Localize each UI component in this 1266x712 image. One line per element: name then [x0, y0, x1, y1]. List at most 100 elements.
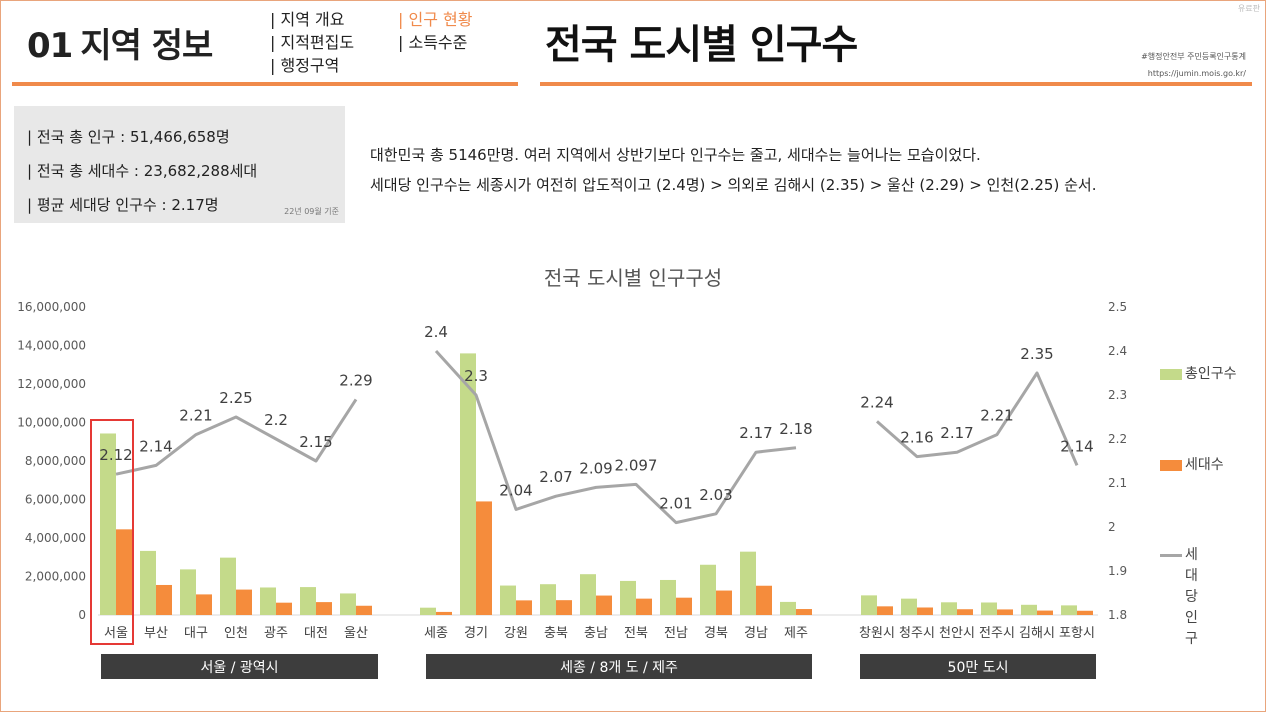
- x-category-label: 김해시: [1019, 626, 1055, 641]
- source-url[interactable]: https://jumin.mois.go.kr/: [1147, 69, 1246, 78]
- summary-line-2: 세대당 인구수는 세종시가 여전히 압도적이고 (2.4명) > 의외로 김해시…: [370, 176, 1097, 194]
- per-household-data-label: 2.18: [779, 420, 812, 438]
- group-label-provinces: 세종 / 8개 도 / 제주: [426, 654, 812, 679]
- households-bar: [917, 607, 933, 615]
- x-category-label: 울산: [344, 626, 368, 641]
- y-right-tick-label: 2.2: [1108, 432, 1127, 446]
- households-bar: [236, 589, 252, 615]
- x-category-label: 천안시: [939, 626, 975, 641]
- nav-item-population[interactable]: | 인구 현황: [398, 10, 473, 29]
- population-bar: [901, 598, 917, 615]
- households-bar: [596, 595, 612, 615]
- per-household-line: [115, 398, 358, 476]
- seoul-highlight-box: [90, 419, 134, 645]
- households-bar: [556, 600, 572, 615]
- y-left-tick-label: 0: [78, 608, 86, 622]
- households-bar: [356, 605, 372, 615]
- per-household-data-label: 2.14: [1060, 437, 1093, 455]
- y-left-tick-label: 8,000,000: [25, 454, 86, 468]
- per-household-data-label: 2.17: [739, 424, 772, 442]
- nav-item-overview[interactable]: | 지역 개요: [270, 10, 345, 29]
- per-household-data-label: 2.07: [539, 468, 572, 486]
- y-left-tick-label: 12,000,000: [17, 377, 86, 391]
- per-household-line: [876, 371, 1079, 466]
- stats-box: | 전국 총 인구 : 51,466,658명 | 전국 총 세대수 : 23,…: [14, 106, 345, 223]
- households-bar: [796, 609, 812, 615]
- x-category-label: 경북: [704, 626, 728, 641]
- x-category-label: 포항시: [1059, 626, 1095, 641]
- population-bar: [540, 584, 556, 615]
- summary-text: 대한민국 총 5146만명. 여러 지역에서 상반기보다 인구수는 줄고, 세대…: [370, 140, 1096, 200]
- x-category-label: 대전: [304, 626, 328, 641]
- y-left-tick-label: 14,000,000: [17, 339, 86, 353]
- nav-item-income[interactable]: | 소득수준: [398, 33, 468, 52]
- population-bar: [1021, 604, 1037, 615]
- y-left-tick-label: 4,000,000: [25, 531, 86, 545]
- x-category-label: 광주: [264, 626, 288, 641]
- legend-population-label: 총인구수: [1185, 366, 1237, 382]
- watermark: 유료판: [1237, 4, 1260, 13]
- per-household-data-label: 2.24: [860, 393, 893, 411]
- y-left-tick-label: 2,000,000: [25, 570, 86, 584]
- per-household-data-label: 2.2: [264, 411, 288, 429]
- section-number: 01: [27, 26, 73, 66]
- legend-per-household-swatch: [1160, 554, 1182, 557]
- population-bar: [780, 601, 796, 615]
- x-category-label: 대구: [184, 626, 208, 641]
- population-bar: [620, 580, 636, 615]
- per-household-data-label: 2.01: [659, 495, 692, 513]
- population-bar: [740, 551, 756, 615]
- legend-households-swatch: [1160, 460, 1182, 471]
- households-bar: [436, 611, 452, 615]
- summary-line-1: 대한민국 총 5146만명. 여러 지역에서 상반기보다 인구수는 줄고, 세대…: [370, 146, 981, 164]
- population-bar: [941, 602, 957, 615]
- population-bar: [660, 579, 676, 615]
- households-bar: [116, 529, 132, 615]
- per-household-line: [434, 349, 797, 525]
- source-label: #행정안전부 주민등록인구통계: [1141, 52, 1246, 61]
- households-bar: [957, 609, 973, 615]
- x-category-label: 경기: [464, 626, 488, 641]
- x-category-label: 인천: [224, 626, 248, 641]
- y-right-tick-label: 1.9: [1108, 564, 1127, 578]
- per-household-data-label: 2.21: [179, 407, 212, 425]
- y-right-tick-label: 2.4: [1108, 344, 1127, 358]
- population-bar: [981, 602, 997, 615]
- group-label-500k-cities: 50만 도시: [860, 654, 1096, 679]
- y-right-tick-label: 2.3: [1108, 388, 1127, 402]
- legend-households-label: 세대수: [1185, 457, 1224, 473]
- x-category-label: 충북: [544, 626, 568, 641]
- section-title: 01 지역 정보: [27, 18, 213, 67]
- y-right-tick-label: 2.1: [1108, 476, 1127, 490]
- y-left-tick-label: 16,000,000: [17, 300, 86, 314]
- per-household-data-label: 2.21: [980, 407, 1013, 425]
- x-category-label: 청주시: [899, 626, 935, 641]
- population-bar: [180, 569, 196, 615]
- stat-avg-per-household: | 평균 세대당 인구수 : 2.17명: [27, 196, 219, 214]
- main-title: 전국 도시별 인구수: [545, 22, 858, 68]
- households-bar: [877, 606, 893, 615]
- households-bar: [316, 602, 332, 615]
- y-left-tick-label: 6,000,000: [25, 493, 86, 507]
- population-bar: [100, 433, 116, 615]
- stat-total-population: | 전국 총 인구 : 51,466,658명: [27, 128, 230, 146]
- per-household-data-label: 2.12: [99, 446, 132, 464]
- x-category-label: 부산: [144, 626, 168, 641]
- population-bar: [500, 585, 516, 615]
- header-rule-right: [540, 82, 1252, 86]
- population-bar: [300, 587, 316, 615]
- x-category-label: 서울: [104, 626, 128, 641]
- nav-left: | 지역 개요 | 지적편집도 | 행정구역: [270, 8, 354, 77]
- population-bar: [1061, 605, 1077, 615]
- stats-date-note: 22년 09월 기준: [284, 207, 339, 216]
- legend-population-swatch: [1160, 369, 1182, 380]
- per-household-data-label: 2.097: [615, 456, 658, 474]
- per-household-data-label: 2.16: [900, 429, 933, 447]
- nav-item-admin-district[interactable]: | 행정구역: [270, 56, 340, 75]
- nav-item-cadastral-map[interactable]: | 지적편집도: [270, 33, 355, 52]
- households-bar: [1037, 610, 1053, 615]
- source-note: #행정안전부 주민등록인구통계 https://jumin.mois.go.kr…: [1141, 48, 1246, 82]
- header-rule-left: [12, 82, 518, 86]
- per-household-data-label: 2.4: [424, 323, 448, 341]
- y-right-tick-label: 1.8: [1108, 608, 1127, 622]
